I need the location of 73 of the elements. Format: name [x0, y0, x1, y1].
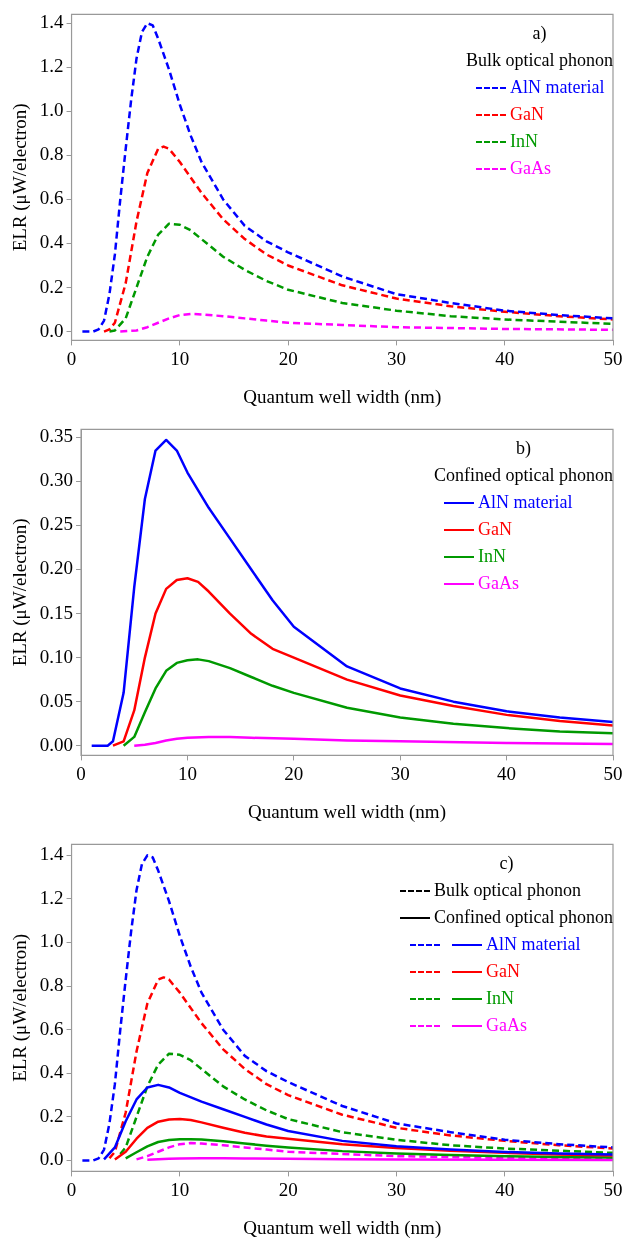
legend-label: GaN	[510, 103, 544, 126]
y-tick-label: 0.10	[39, 645, 74, 667]
y-tick-label: 1.4	[39, 11, 65, 33]
x-tick-label: 10	[177, 762, 197, 784]
y-tick-label: 1.4	[39, 843, 65, 865]
x-tick-label: 0	[66, 1178, 77, 1200]
y-axis-title: ELR (μW/electron)	[9, 103, 32, 252]
y-tick-label: 0.0	[39, 1148, 64, 1170]
line-series	[108, 222, 613, 333]
x-tick-label: 0	[66, 347, 77, 369]
annotation: Confined optical phonon	[434, 906, 613, 929]
y-tick-label: 0.4	[39, 231, 65, 253]
x-tick-label: 0	[76, 762, 86, 784]
x-tick-label: 40	[495, 347, 515, 369]
y-tick-label: 0.20	[39, 557, 74, 579]
legend-label: GaN	[486, 960, 521, 983]
line-series	[102, 145, 613, 333]
legend-label: InN	[478, 545, 507, 568]
legend-label: GaN	[478, 518, 513, 541]
x-tick-label: 20	[278, 1178, 298, 1200]
legend-label: AlN material	[510, 76, 605, 99]
x-tick-label: 20	[284, 762, 304, 784]
y-tick-label: 1.0	[39, 930, 64, 952]
x-tick-label: 30	[386, 1178, 406, 1200]
x-tick-label: 50	[603, 1178, 623, 1200]
legend-label: InN	[486, 987, 515, 1010]
y-axis-title: ELR (μW/electron)	[9, 518, 32, 667]
line-series	[108, 976, 613, 1160]
annotation: a)	[531, 22, 548, 45]
y-tick-label: 1.2	[39, 55, 64, 77]
y-tick-label: 0.30	[39, 469, 74, 491]
legend-label: GaAs	[510, 157, 551, 180]
line-series	[81, 21, 613, 333]
y-tick-label: 0.05	[39, 689, 74, 711]
x-axis-title: Quantum well width (nm)	[248, 800, 446, 823]
y-tick-label: 0.25	[39, 513, 74, 535]
legend-label: InN	[510, 130, 538, 153]
y-tick-label: 0.35	[39, 425, 74, 447]
y-tick-label: 0.2	[39, 1104, 64, 1126]
legend-title: Confined optical phonon	[434, 464, 613, 487]
x-tick-label: 30	[386, 347, 406, 369]
y-tick-label: 0.6	[39, 187, 64, 209]
legend-label: GaAs	[486, 1014, 528, 1037]
x-tick-label: 20	[278, 347, 298, 369]
y-tick-label: 0.8	[39, 974, 64, 996]
y-tick-label: 0.15	[39, 601, 74, 623]
y-tick-label: 0.2	[39, 275, 64, 297]
line-series	[81, 854, 613, 1162]
y-tick-label: 0.00	[39, 733, 74, 755]
annotation: b)	[515, 437, 532, 460]
x-axis-title: Quantum well width (nm)	[243, 1216, 442, 1239]
legend-label: AlN material	[478, 491, 573, 514]
y-axis-title: ELR (μW/electron)	[9, 933, 32, 1082]
x-tick-label: 30	[390, 762, 410, 784]
y-tick-label: 0.4	[39, 1061, 65, 1083]
x-tick-label: 50	[603, 762, 623, 784]
y-tick-label: 1.0	[39, 99, 64, 121]
x-tick-label: 40	[497, 762, 517, 784]
x-tick-label: 50	[603, 347, 623, 369]
x-tick-label: 10	[170, 347, 190, 369]
annotation: c)	[498, 852, 515, 875]
annotation: Bulk optical phonon	[434, 879, 582, 902]
y-tick-label: 0.0	[39, 319, 64, 341]
y-tick-label: 1.2	[39, 886, 64, 908]
y-tick-label: 0.8	[39, 143, 64, 165]
x-tick-label: 10	[170, 1178, 190, 1200]
legend-label: AlN material	[486, 933, 581, 956]
x-tick-label: 40	[495, 1178, 515, 1200]
y-tick-label: 0.6	[39, 1017, 64, 1039]
line-series	[119, 1052, 613, 1156]
legend-label: GaAs	[478, 572, 520, 595]
x-axis-title: Quantum well width (nm)	[243, 385, 442, 408]
legend-title: Bulk optical phonon	[466, 49, 613, 72]
